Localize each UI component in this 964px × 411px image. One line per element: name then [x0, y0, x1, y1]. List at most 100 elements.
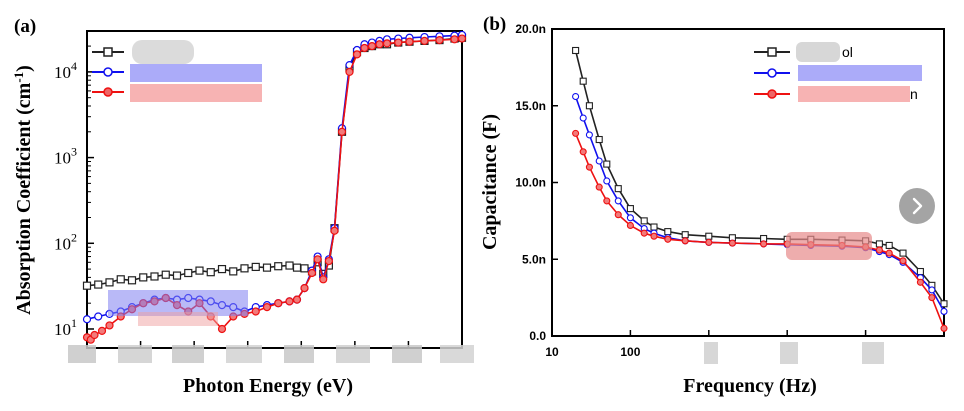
panel-a-label: (a): [14, 16, 36, 37]
a-series-1-point: [94, 280, 103, 289]
panel-a-x-tick-blur: [68, 345, 474, 363]
legend-a-entry-3-blur: [130, 84, 262, 102]
panel-a-annotation-blur-2: [138, 312, 218, 326]
a-series-3-point: [435, 35, 444, 45]
panel-b-y-ticks: 0.0 5.0n 10.0n 15.0n 20.0n: [515, 22, 558, 343]
b-series-2-point: [614, 197, 622, 205]
b-series-1-point: [875, 240, 883, 248]
a-series-3-point: [367, 41, 377, 51]
b-ytick-label: 0.0: [529, 329, 546, 343]
legend-b-entry-1-blur: [796, 42, 840, 62]
panel-a-x-axis-title: Photon Energy (eV): [183, 375, 353, 397]
a-series-3-point: [300, 283, 309, 293]
a-series-1-point: [262, 263, 272, 272]
b-series-3-point: [681, 237, 689, 245]
panel-b: (b) 0.0 5.0n 10.0n 15.0n 20.0n 10 100 Frequen…: [479, 14, 948, 397]
a-ytick-base: 10: [54, 234, 71, 253]
panel-a-annotation-blur: [108, 290, 248, 316]
b-series-2-point: [626, 214, 634, 222]
a-ytick-exp: 1: [71, 316, 77, 330]
a-series-1-point: [82, 281, 92, 290]
b-series-2-point: [928, 286, 936, 294]
a-series-3-point: [307, 268, 317, 278]
a-series-1-point: [195, 266, 204, 275]
a-series-3-point: [394, 38, 403, 47]
b-series-3-point: [650, 232, 658, 240]
b-series-3-point: [603, 197, 611, 205]
legend-b-entry-3-blur: [798, 86, 910, 102]
b-series-2-line: [574, 96, 945, 312]
legend-b-entry-2-blur: [798, 65, 922, 81]
b-series-3-point: [640, 229, 648, 237]
b-series-1-point: [626, 205, 634, 213]
b-series-3-point: [885, 249, 893, 257]
b-xtick-label: 100: [620, 345, 640, 359]
a-ytick-base: 10: [54, 320, 71, 339]
next-slide-button[interactable]: [899, 188, 935, 224]
b-series-1-point: [640, 217, 648, 225]
b-series-2-point: [595, 157, 603, 165]
b-series-1-point: [916, 267, 924, 276]
b-series-1-point: [650, 223, 658, 231]
panel-b-x-tick-blur: [704, 342, 884, 364]
a-ytick-base: 10: [54, 63, 71, 82]
a-series-3-point: [450, 35, 459, 44]
a-series-1-point: [105, 278, 114, 287]
b-ytick-label: 15.0n: [515, 99, 546, 113]
panel-b-y-axis-title: Capacitance (F): [479, 114, 501, 250]
b-series-2-point: [572, 92, 580, 101]
a-ytick-label: 104: [54, 59, 77, 82]
a-series-2-point: [82, 315, 92, 324]
panel-a-plot-frame: [86, 30, 463, 349]
b-series-3-point: [626, 221, 634, 230]
b-series-3-point: [928, 294, 936, 302]
a-series-1-point: [274, 262, 283, 271]
b-series-1-point: [595, 135, 603, 144]
a-series-3-point: [285, 297, 294, 306]
a-series-2-point: [94, 312, 103, 321]
b-series-2-point: [940, 307, 948, 315]
a-series-3-point: [251, 307, 260, 316]
b-series-3-point: [585, 163, 593, 171]
b-series-3-point: [614, 211, 622, 219]
b-series-1-point: [664, 228, 672, 236]
b-series-3-point: [579, 148, 587, 156]
legend-a-entry-1-blur: [132, 40, 194, 64]
b-series-3-point: [595, 183, 603, 191]
panel-b-label: (b): [483, 14, 506, 35]
a-series-3-point: [292, 295, 302, 304]
a-series-3-point: [352, 50, 362, 59]
legend-b-entry-3-text: n: [910, 86, 918, 102]
a-series-1-point: [285, 261, 294, 270]
a-series-3-point: [405, 37, 414, 46]
a-series-3-point: [375, 40, 384, 49]
a-series-1-point: [150, 272, 159, 281]
b-series-3-line: [574, 133, 945, 329]
a-series-3-point: [97, 326, 107, 335]
b-series-3-point: [728, 239, 736, 247]
a-series-3-point: [217, 324, 227, 334]
a-series-3-point: [313, 255, 322, 264]
a-series-3-point: [337, 127, 347, 136]
b-series-1-point: [614, 185, 622, 193]
b-series-2-point: [603, 177, 611, 185]
a-ytick-label: 103: [54, 145, 77, 168]
b-series-3-point: [664, 235, 672, 243]
b-series-2-point: [585, 131, 593, 139]
b-series-3-point: [705, 238, 713, 246]
chevron-right-icon: [912, 197, 923, 215]
b-ytick-label: 10.0n: [515, 176, 546, 190]
a-series-1-point: [139, 273, 148, 282]
b-series-3-point: [875, 246, 883, 254]
b-series-3-point: [572, 129, 580, 137]
a-series-3-point: [330, 226, 339, 235]
a-series-1-point: [300, 264, 309, 273]
b-series-3-point: [760, 240, 768, 248]
a-series-1-point: [184, 268, 193, 278]
b-series-1-point: [603, 160, 611, 168]
a-ytick-exp: 3: [71, 145, 77, 159]
b-xtick-label: 10: [545, 345, 559, 359]
